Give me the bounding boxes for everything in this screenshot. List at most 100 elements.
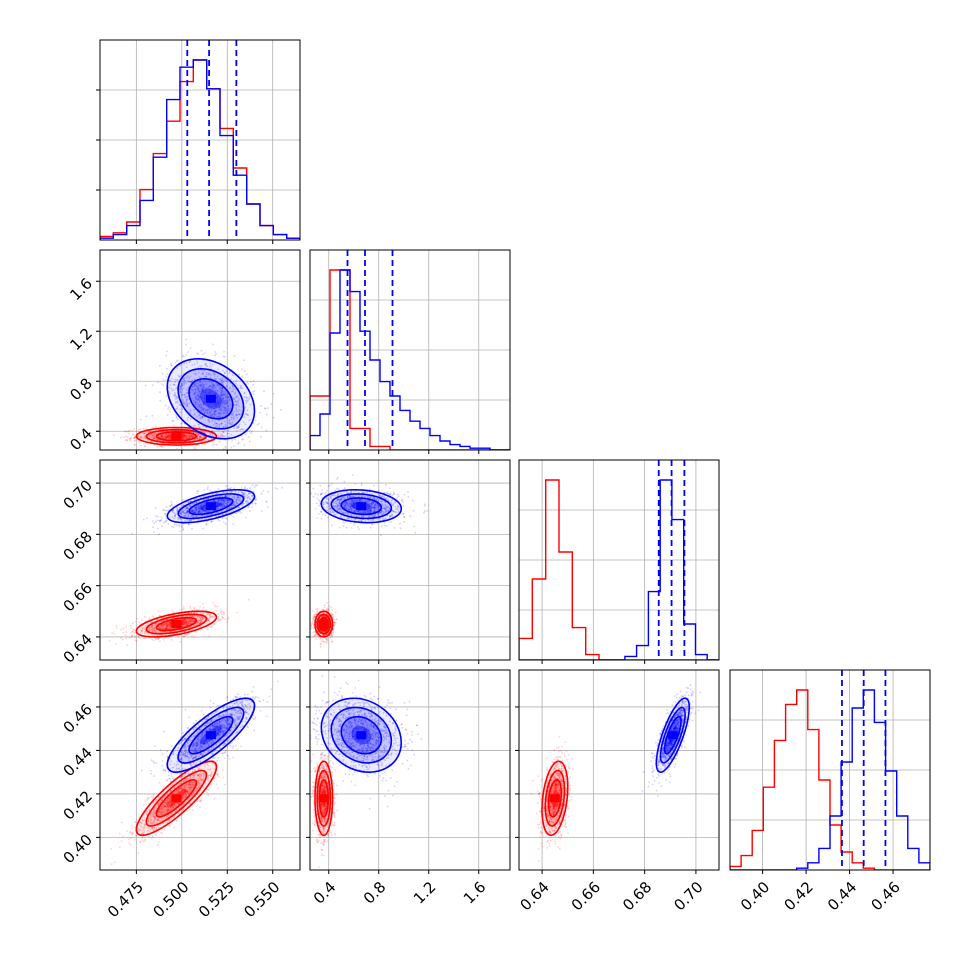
scatter-point: [177, 518, 180, 520]
scatter-point: [163, 437, 166, 439]
scatter-point: [180, 384, 183, 387]
scatter-point: [212, 372, 215, 375]
scatter-point: [195, 401, 197, 403]
scatter-point: [168, 622, 171, 624]
scatter-point: [224, 399, 227, 402]
scatter-point: [219, 407, 222, 409]
scatter-point: [177, 431, 180, 434]
scatter-point: [198, 622, 201, 625]
scatter-point: [212, 610, 215, 613]
scatter-point: [216, 384, 219, 386]
scatter-point: [239, 510, 242, 512]
scatter-point: [200, 376, 203, 379]
scatter-point: [247, 436, 250, 438]
scatter-point: [279, 408, 282, 411]
scatter-point: [185, 362, 188, 365]
scatter-point: [216, 492, 219, 495]
scatter-point: [132, 437, 135, 439]
scatter-point: [202, 502, 205, 505]
y-tick-label-p2: 0.8: [66, 375, 96, 405]
scatter-point: [188, 435, 191, 438]
scatter-point: [201, 514, 204, 517]
scatter-point: [214, 500, 217, 503]
scatter-point: [223, 505, 226, 508]
scatter-point: [178, 507, 181, 509]
scatter-point: [161, 372, 164, 375]
scatter-point: [323, 640, 326, 643]
scatter-point: [229, 421, 231, 424]
scatter-point: [197, 371, 200, 374]
scatter-point: [220, 502, 223, 505]
scatter-point: [215, 506, 218, 509]
scatter-point: [245, 397, 248, 400]
scatter-point: [175, 415, 178, 418]
scatter-point: [172, 511, 175, 514]
scatter-point: [199, 435, 201, 438]
scatter-point: [162, 433, 165, 436]
scatter-point: [213, 410, 216, 413]
scatter-point: [200, 507, 203, 510]
scatter-point: [228, 372, 231, 374]
scatter-point: [190, 620, 193, 623]
scatter-point: [151, 628, 154, 631]
scatter-point: [134, 635, 137, 638]
scatter-point: [171, 510, 174, 512]
scatter-point: [222, 491, 225, 494]
scatter-point: [182, 435, 185, 438]
scatter-point: [224, 409, 226, 412]
scatter-point: [332, 615, 335, 618]
scatter-point: [235, 498, 238, 501]
scatter-point: [199, 436, 202, 439]
scatter-point: [177, 635, 179, 638]
scatter-point: [214, 392, 217, 394]
scatter-point: [153, 627, 155, 629]
scatter-point: [224, 425, 227, 428]
scatter-point: [150, 436, 153, 439]
scatter-point: [166, 623, 169, 626]
scatter-point: [144, 445, 146, 447]
scatter-point: [235, 395, 238, 397]
scatter-point: [246, 494, 249, 497]
scatter-point: [193, 435, 196, 438]
scatter-point: [193, 439, 195, 441]
scatter-point: [169, 623, 172, 625]
scatter-point: [246, 409, 249, 412]
scatter-point: [229, 507, 232, 510]
scatter-point: [254, 419, 257, 422]
scatter-point: [316, 609, 319, 612]
scatter-point: [149, 430, 152, 432]
scatter-point: [166, 622, 169, 625]
scatter-point: [187, 434, 190, 437]
scatter-point: [140, 436, 143, 439]
scatter-point: [211, 363, 214, 366]
scatter-point: [247, 414, 249, 416]
scatter-point: [263, 390, 265, 393]
scatter-point: [210, 615, 212, 618]
scatter-point: [185, 624, 188, 627]
scatter-point: [182, 621, 185, 624]
scatter-point: [195, 515, 197, 518]
scatter-point: [198, 433, 200, 436]
scatter-point: [185, 621, 188, 623]
scatter-point: [219, 394, 222, 397]
scatter-point: [141, 435, 144, 437]
scatter-point: [186, 419, 189, 422]
scatter-point: [222, 399, 224, 402]
scatter-point: [206, 514, 209, 517]
scatter-point: [166, 625, 169, 627]
scatter-point: [221, 396, 223, 398]
scatter-point: [154, 424, 157, 427]
scatter-point: [194, 508, 197, 511]
scatter-point: [192, 620, 194, 623]
scatter-point: [246, 496, 249, 499]
scatter-point: [198, 619, 201, 622]
scatter-point: [190, 436, 193, 438]
scatter-point: [183, 433, 185, 436]
scatter-point: [210, 521, 213, 524]
scatter-point: [186, 435, 189, 438]
scatter-point: [186, 514, 189, 516]
scatter-point: [159, 520, 162, 522]
scatter-point: [165, 627, 168, 630]
scatter-point: [221, 401, 224, 404]
scatter-point: [225, 512, 227, 515]
